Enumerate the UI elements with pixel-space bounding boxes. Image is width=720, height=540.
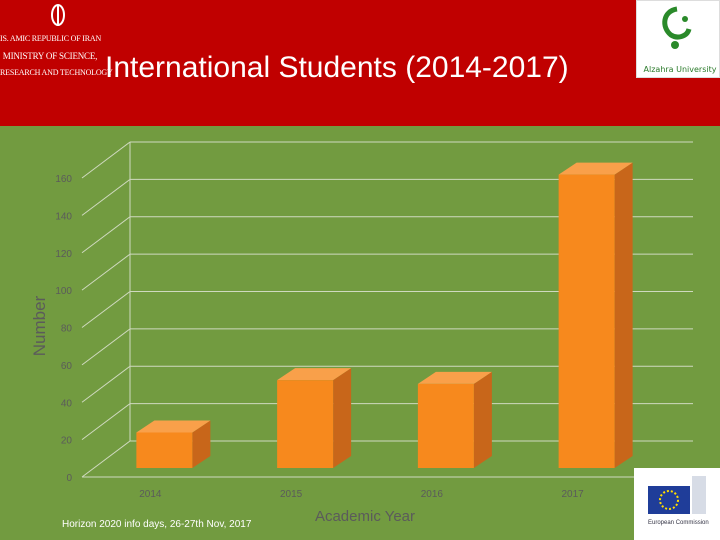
x-axis-label: Academic Year [315, 508, 415, 525]
ministry-logo [8, 2, 96, 82]
eu-logo-text: European Commission [648, 520, 709, 526]
bar-top [558, 162, 633, 175]
gridline-depth [81, 403, 131, 441]
bar [417, 383, 474, 468]
emblem-icon [51, 4, 65, 26]
bars [136, 162, 633, 468]
gridline-depth [81, 253, 131, 291]
bar [136, 432, 193, 468]
bar-top [417, 371, 492, 384]
x-tick-label: 2015 [280, 489, 303, 500]
ministry-line-1: IS. AMIC REPUBLIC OF IRAN [0, 34, 102, 43]
european-commission-logo: European Commission [634, 468, 720, 540]
university-name: Alzahra University [643, 65, 717, 74]
y-tick-labels: 0 20 40 60 80 100 120 140 160 [55, 174, 72, 484]
bar-side [192, 420, 211, 468]
bar-2015 [277, 368, 352, 468]
y-tick-label: 40 [61, 398, 73, 409]
gridline-depth [81, 328, 131, 366]
y-tick-label: 60 [61, 361, 73, 372]
footer-text: Horizon 2020 info days, 26-27th Nov, 201… [62, 519, 252, 530]
bar-side [614, 162, 633, 468]
gridline-depth [81, 141, 131, 179]
y-tick-label: 160 [55, 174, 72, 185]
ministry-line-3: RESEARCH AND TECHNOLOGY [0, 68, 113, 77]
x-tick-label: 2014 [139, 489, 162, 500]
gridline-depth [81, 365, 131, 403]
x-tick-label: 2016 [421, 489, 444, 500]
bar [558, 174, 615, 468]
bar-top [277, 368, 352, 381]
bar-2016 [417, 371, 492, 468]
eu-flag-icon [648, 476, 706, 514]
alzahra-logo: Alzahra University [636, 0, 720, 78]
y-tick-label: 100 [55, 286, 72, 297]
y-tick-label: 140 [55, 211, 72, 222]
bar-side [473, 371, 492, 468]
gridline-depth [81, 216, 131, 254]
gridline-depth [81, 178, 131, 216]
y-tick-label: 120 [55, 249, 72, 260]
page-title: International Students (2014-2017) [105, 51, 569, 84]
y-tick-label: 0 [66, 473, 72, 484]
x-tick-labels: 2014 2015 2016 2017 [139, 489, 584, 500]
bar-top [136, 420, 211, 433]
header-banner [0, 0, 720, 126]
university-emblem-icon [662, 6, 692, 49]
ministry-line-2: MINISTRY OF SCIENCE, [2, 51, 98, 61]
bar [277, 380, 334, 468]
y-axis-label: Number [30, 295, 49, 356]
gridline-depth [81, 440, 131, 478]
bar-2017 [558, 162, 633, 468]
bar-side [333, 368, 352, 468]
gridline-depth [81, 291, 131, 328]
y-tick-label: 80 [61, 324, 73, 335]
x-tick-label: 2017 [562, 489, 585, 500]
bar-2014 [136, 420, 211, 468]
y-tick-label: 20 [61, 436, 73, 447]
